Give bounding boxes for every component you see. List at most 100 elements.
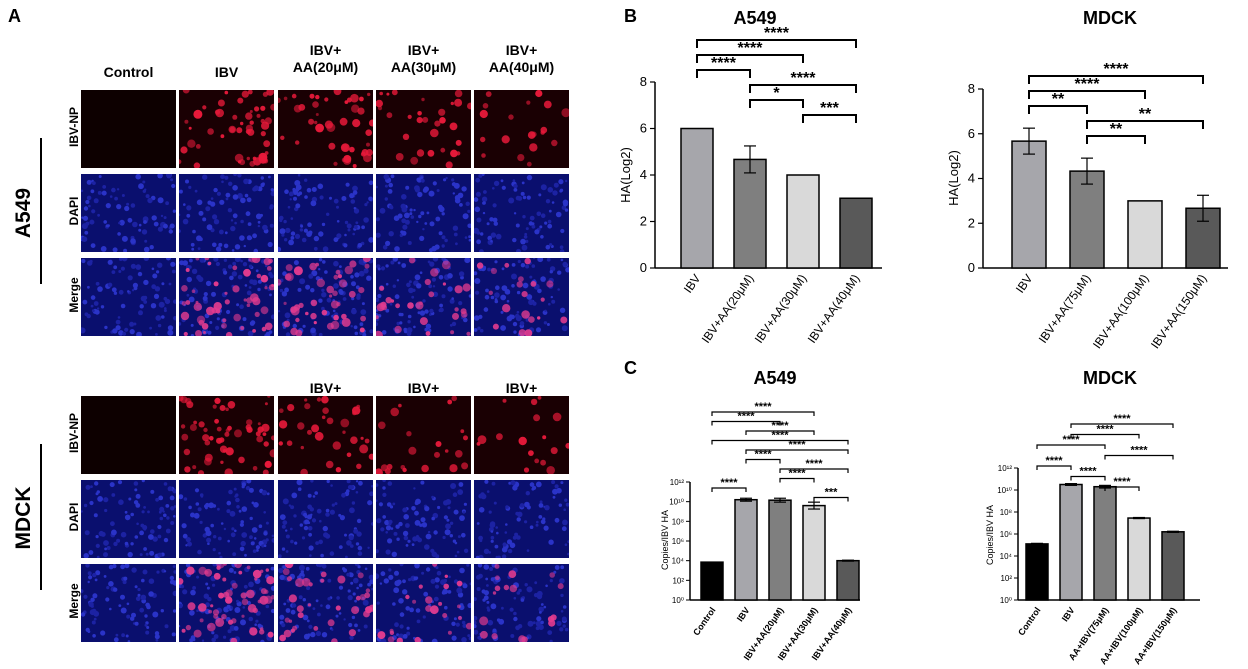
microscopy-tile [81, 90, 176, 168]
x-tick-label: Control [691, 605, 718, 637]
significance-label: *** [820, 100, 839, 117]
significance-bracket [696, 54, 804, 63]
y-tick-label: 10⁸ [1000, 508, 1012, 517]
y-tick-label: 10⁰ [1000, 596, 1012, 605]
significance-bracket [711, 420, 781, 426]
significance-bracket [1028, 105, 1088, 114]
y-axis-label: Copies/IBV HA [985, 505, 995, 565]
significance-label: **** [1075, 76, 1101, 93]
microscopy-tile [179, 174, 274, 252]
microscopy-tile [278, 174, 373, 252]
y-tick-label: 2 [968, 215, 975, 230]
bar [1025, 543, 1049, 601]
significance-bracket [711, 411, 815, 416]
significance-label: **** [791, 70, 817, 87]
x-tick-label: IBV [681, 272, 704, 296]
significance-bracket [779, 477, 815, 483]
significance-label: **** [754, 449, 772, 461]
significance-bracket [813, 496, 849, 502]
significance-label: ** [1139, 106, 1152, 123]
y-tick-label: 10⁶ [672, 537, 684, 546]
significance-bracket [1104, 454, 1174, 460]
significance-bracket [1086, 135, 1146, 144]
microscopy-tile [81, 174, 176, 252]
microscopy-tile [376, 564, 471, 642]
bar [1011, 140, 1047, 269]
microscopy-tile [376, 480, 471, 558]
significance-label: **** [1062, 434, 1080, 446]
microscopy-tile [278, 258, 373, 336]
microscopy-tile [179, 258, 274, 336]
significance-bracket [779, 468, 849, 473]
significance-bracket [745, 458, 781, 464]
y-tick-label: 10¹² [670, 478, 685, 487]
x-tick-label: IBV [1060, 605, 1077, 623]
y-tick-label: 4 [640, 167, 647, 182]
significance-label: **** [1130, 445, 1148, 457]
significance-bracket [1070, 475, 1106, 481]
significance-bracket [802, 114, 857, 123]
bar [700, 561, 724, 601]
bar [1127, 517, 1151, 601]
significance-bracket [1028, 75, 1204, 84]
significance-label: **** [738, 40, 764, 57]
significance-bracket [711, 487, 747, 492]
bar [1127, 200, 1163, 269]
significance-bracket [711, 439, 849, 445]
chart-title: A549 [753, 368, 796, 388]
significance-label: **** [720, 477, 738, 489]
significance-bracket [745, 430, 815, 435]
microscopy-tile [179, 564, 274, 642]
microscopy-tile [179, 480, 274, 558]
significance-bracket [696, 39, 857, 48]
microscopy-tile [179, 90, 274, 168]
microscopy-tile [376, 396, 471, 474]
significance-label: ** [1110, 121, 1123, 138]
y-tick-label: 2 [640, 214, 647, 229]
significance-bracket [1036, 444, 1106, 449]
y-tick-label: 0 [640, 260, 647, 275]
significance-label: *** [825, 487, 839, 499]
significance-label: **** [737, 411, 755, 423]
chart-title: MDCK [1083, 368, 1137, 388]
cell-line-bracket [40, 444, 42, 590]
y-tick-label: 6 [640, 121, 647, 136]
microscopy-tile [474, 174, 569, 252]
bar [1059, 483, 1083, 601]
y-tick-label: 4 [968, 171, 975, 186]
significance-label: **** [711, 55, 737, 72]
x-tick-label: IBV+AA(100μM) [1090, 272, 1152, 352]
microscopy-tile [474, 396, 569, 474]
microscopy-tile [376, 174, 471, 252]
microscopy-tile [278, 396, 373, 474]
significance-label: ** [1052, 91, 1065, 108]
significance-label: **** [1113, 476, 1131, 488]
microscopy-tile [474, 564, 569, 642]
bar [839, 197, 873, 269]
microscopy-tile [474, 258, 569, 336]
significance-label: **** [764, 25, 790, 42]
y-tick-label: 10¹² [998, 464, 1013, 473]
panel-a-letter: A [8, 6, 21, 26]
significance-bracket [1036, 465, 1072, 470]
significance-label: **** [1104, 61, 1130, 78]
x-tick-label: IBV [735, 605, 752, 623]
x-tick-label: IBV+AA(40μM) [805, 272, 863, 346]
y-tick-label: 8 [968, 81, 975, 96]
y-axis-label: Copies/IBV HA [660, 510, 670, 570]
microscopy-tile [81, 480, 176, 558]
bar [768, 499, 792, 601]
significance-bracket [749, 84, 857, 93]
significance-label: **** [1079, 466, 1097, 478]
significance-bracket [1104, 486, 1140, 491]
significance-bracket [1070, 433, 1140, 439]
bar [1093, 485, 1117, 601]
y-tick-label: 10¹⁰ [669, 498, 684, 507]
microscopy-tile [376, 258, 471, 336]
y-tick-label: 10² [1000, 574, 1012, 583]
microscopy-tile [81, 564, 176, 642]
column-header: IBV+ AA(30μM) [390, 42, 457, 75]
microscopy-tile [278, 564, 373, 642]
significance-label: * [773, 85, 780, 102]
